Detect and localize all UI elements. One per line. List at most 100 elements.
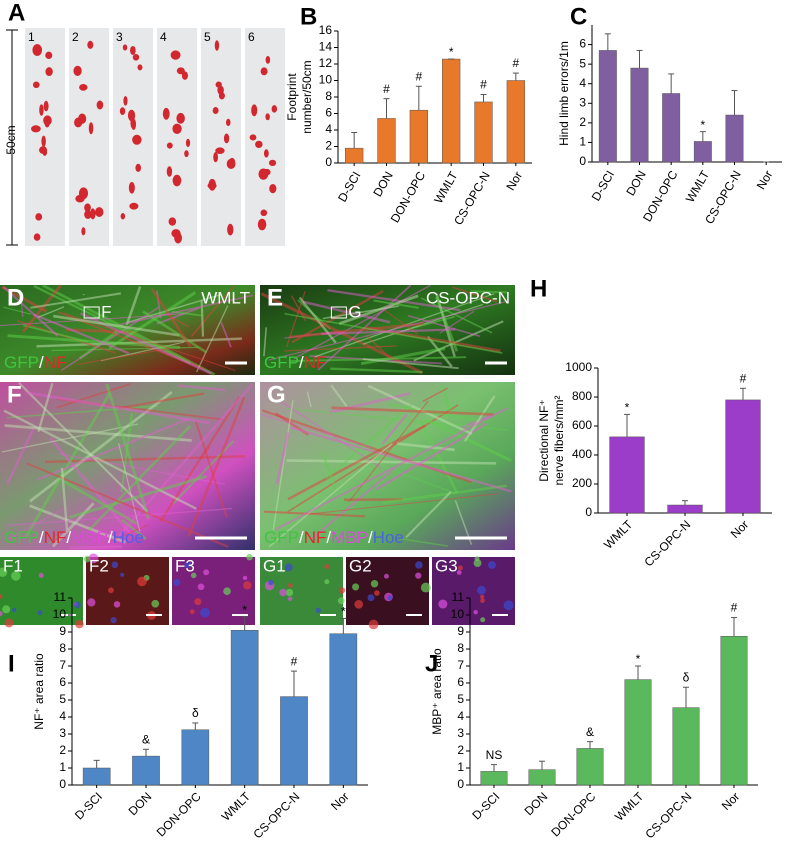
cell xyxy=(284,563,293,572)
footprint-strip xyxy=(201,28,241,246)
sub-label: G2 xyxy=(349,556,372,575)
fiber xyxy=(367,384,473,436)
fiber xyxy=(293,284,431,360)
fiber xyxy=(51,502,95,548)
y-tick-label: 3 xyxy=(59,726,66,740)
fiber xyxy=(108,291,197,350)
fiber xyxy=(69,474,207,519)
x-tick-label: DON xyxy=(623,168,648,198)
footprint xyxy=(122,44,128,51)
x-tick-label: CS-OPC-N xyxy=(251,789,303,841)
fiber xyxy=(381,413,409,445)
bar xyxy=(132,755,160,786)
cell xyxy=(197,583,205,591)
panel-letter: B xyxy=(300,3,317,30)
bar xyxy=(442,58,461,164)
scale-label: 50cm xyxy=(4,125,18,154)
footprint xyxy=(176,67,185,75)
significance-mark: NS xyxy=(486,748,503,762)
lane-label: 2 xyxy=(72,30,79,44)
y-axis-label: nerve fibers/mm² xyxy=(552,395,566,485)
significance-mark: * xyxy=(242,603,247,617)
fiber xyxy=(419,421,459,494)
cell xyxy=(189,609,195,615)
x-tick-label: D-SCI xyxy=(469,789,502,822)
x-tick-label: WMLT xyxy=(601,517,636,552)
y-tick-label: 11 xyxy=(452,590,465,604)
footprint xyxy=(130,45,136,55)
cell xyxy=(246,553,253,561)
cell xyxy=(113,601,121,608)
footprint xyxy=(249,134,257,141)
x-tick-label: WMLT xyxy=(683,168,713,205)
x-tick-label: DON xyxy=(522,789,551,818)
fiber xyxy=(321,328,456,336)
fiber xyxy=(325,404,412,480)
footprint xyxy=(120,213,126,220)
panel-letter: I xyxy=(8,650,15,677)
y-tick-label: 16 xyxy=(319,23,333,37)
footprint xyxy=(39,104,44,116)
stain-part: Hoe xyxy=(113,528,144,547)
stain-part: / xyxy=(39,528,44,547)
y-tick-label: 1 xyxy=(59,760,66,774)
y-tick-label: 0 xyxy=(579,154,586,168)
cell xyxy=(415,561,423,569)
x-tick-label: D-SCI xyxy=(335,169,363,204)
fiber xyxy=(4,507,232,527)
x-tick-label: D-SCI xyxy=(72,789,105,822)
x-tick-label: Nor xyxy=(328,789,352,813)
fiber xyxy=(362,358,459,370)
footprint xyxy=(87,40,94,49)
x-tick-label: Nor xyxy=(728,517,752,541)
fiber xyxy=(322,305,399,320)
x-tick-label: WMLT xyxy=(612,789,647,824)
cell xyxy=(477,585,486,595)
footprint xyxy=(166,142,173,149)
cell xyxy=(374,590,380,596)
fiber xyxy=(30,292,122,309)
footprint xyxy=(41,135,46,147)
bar xyxy=(630,67,649,163)
cell xyxy=(338,587,346,594)
fiber xyxy=(290,356,467,363)
bar xyxy=(480,771,508,786)
x-tick-label: CS-OPC-N xyxy=(642,517,694,569)
cell xyxy=(203,569,210,576)
significance-mark: * xyxy=(700,118,705,132)
panel-letter: H xyxy=(530,275,547,302)
cell xyxy=(503,600,514,611)
y-tick-label: 4 xyxy=(59,709,66,723)
footprint xyxy=(218,92,225,100)
stain-label: GFP/NF xyxy=(4,353,66,372)
cell xyxy=(242,575,248,581)
fiber xyxy=(47,534,61,545)
sub-micrograph xyxy=(172,557,255,625)
cell xyxy=(108,587,114,594)
fiber xyxy=(60,467,69,530)
bar xyxy=(82,767,111,786)
cell xyxy=(480,617,486,623)
footprint xyxy=(129,202,139,210)
y-tick-label: 7 xyxy=(457,658,464,672)
lane-label: 3 xyxy=(116,30,123,44)
fiber xyxy=(405,491,452,539)
footprint xyxy=(132,134,142,145)
cell xyxy=(480,594,485,599)
y-axis-label: Footprint xyxy=(285,73,299,121)
footprint xyxy=(32,44,43,56)
y-tick-label: 6 xyxy=(579,37,586,51)
significance-mark: # xyxy=(383,82,390,96)
y-tick-label: 1000 xyxy=(565,360,592,374)
footprint xyxy=(95,207,104,217)
stain-part: MBP xyxy=(331,528,368,547)
sub-label: F1 xyxy=(3,556,23,575)
y-tick-label: 0 xyxy=(457,777,464,791)
cell xyxy=(457,565,463,571)
significance-mark: δ xyxy=(192,706,199,720)
fiber xyxy=(77,347,170,365)
cell xyxy=(87,598,96,607)
bar xyxy=(624,679,652,786)
fiber xyxy=(272,400,294,531)
cell xyxy=(474,556,480,562)
